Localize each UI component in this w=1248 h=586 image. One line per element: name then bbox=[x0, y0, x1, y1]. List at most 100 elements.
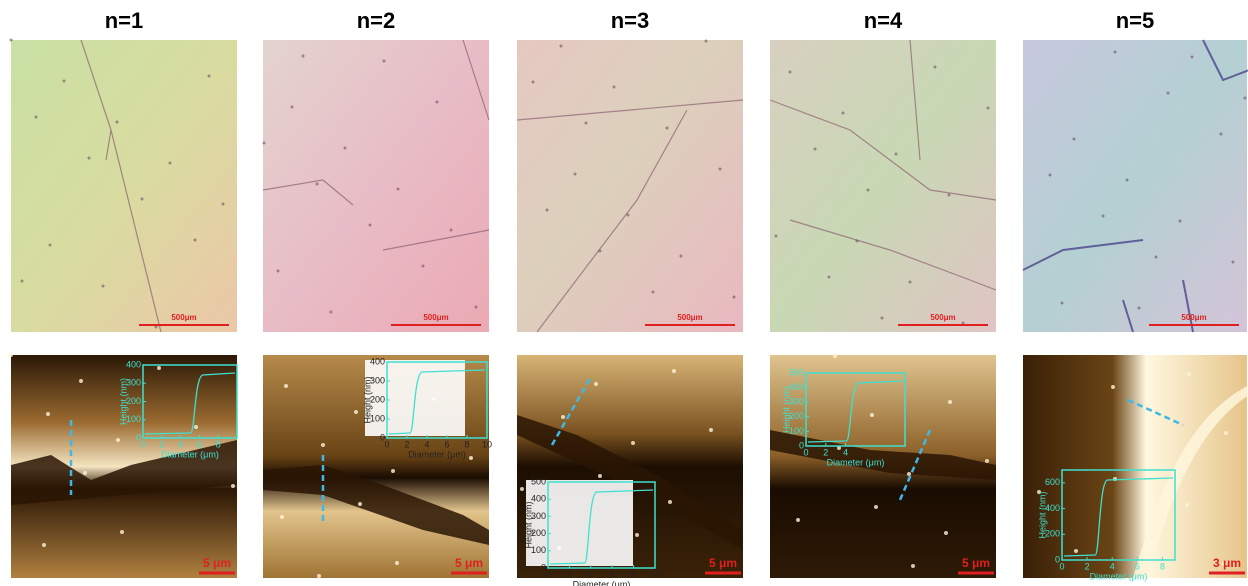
particle bbox=[120, 530, 124, 534]
optical-image: 500μm bbox=[10, 39, 238, 333]
optical-image: 500μm bbox=[517, 40, 743, 333]
particle bbox=[116, 438, 120, 442]
defect bbox=[1155, 256, 1158, 259]
y-tick-label: 400 bbox=[126, 359, 141, 369]
scale-bar-label: 500μm bbox=[677, 313, 702, 322]
defect bbox=[49, 244, 52, 247]
particle bbox=[1111, 385, 1115, 389]
defect bbox=[842, 112, 845, 115]
defect bbox=[10, 39, 13, 42]
scale-bar-label: 500μm bbox=[1181, 313, 1206, 322]
defect bbox=[291, 106, 294, 109]
afm-image: 5 μm02468100100200300400Diameter (μm)Hei… bbox=[263, 355, 492, 578]
defect bbox=[116, 121, 119, 124]
defect bbox=[948, 194, 951, 197]
particle bbox=[42, 543, 46, 547]
particle bbox=[985, 459, 989, 463]
defect bbox=[705, 40, 708, 43]
particle bbox=[9, 353, 13, 357]
defect bbox=[987, 107, 990, 110]
particle bbox=[561, 415, 565, 419]
defect bbox=[1102, 215, 1105, 218]
optical-image: 500μm bbox=[1023, 40, 1248, 332]
x-tick-label: 10 bbox=[482, 439, 492, 449]
panel-title: n=5 bbox=[1116, 8, 1155, 33]
x-tick-label: 0 bbox=[545, 569, 550, 579]
defect bbox=[1244, 97, 1247, 100]
defect bbox=[63, 80, 66, 83]
defect bbox=[560, 45, 563, 48]
defect bbox=[88, 157, 91, 160]
defect bbox=[680, 255, 683, 258]
afm-image: 5 μm0240100200300400500Diameter (μm)Heig… bbox=[770, 354, 996, 578]
defect bbox=[1138, 307, 1141, 310]
particle bbox=[672, 369, 676, 373]
scale-bar-label: 500μm bbox=[423, 313, 448, 322]
defect bbox=[856, 240, 859, 243]
defect bbox=[613, 86, 616, 89]
scale-bar-label: 500μm bbox=[930, 313, 955, 322]
y-axis-label: Height (nm) bbox=[362, 376, 372, 423]
defect bbox=[141, 198, 144, 201]
y-tick-label: 0 bbox=[541, 562, 546, 572]
scale-bar-label: 5 μm bbox=[455, 556, 483, 570]
particle bbox=[907, 472, 911, 476]
particle bbox=[594, 382, 598, 386]
defect bbox=[789, 71, 792, 74]
particle bbox=[46, 412, 50, 416]
particle bbox=[83, 471, 87, 475]
x-tick-label: 6 bbox=[444, 439, 449, 449]
x-tick-label: 6 bbox=[197, 439, 202, 449]
particle bbox=[1187, 372, 1191, 376]
particle bbox=[1224, 431, 1228, 435]
defect bbox=[814, 148, 817, 151]
particle bbox=[231, 484, 235, 488]
scale-bar-label: 3 μm bbox=[1213, 556, 1241, 570]
defect bbox=[775, 235, 778, 238]
defect bbox=[719, 168, 722, 171]
defect bbox=[934, 66, 937, 69]
optical-background bbox=[770, 40, 996, 332]
defect bbox=[35, 116, 38, 119]
x-tick-label: 0 bbox=[384, 439, 389, 449]
defect bbox=[1167, 92, 1170, 95]
y-axis-label: Height (nm) bbox=[523, 501, 533, 548]
particle bbox=[391, 469, 395, 473]
particle bbox=[194, 425, 198, 429]
x-tick-label: 0 bbox=[803, 447, 808, 457]
panel-title: n=2 bbox=[357, 8, 396, 33]
x-tick-label: 8 bbox=[1160, 561, 1165, 571]
afm-background bbox=[1023, 355, 1247, 578]
x-tick-label: 2 bbox=[567, 569, 572, 579]
optical-image: 500μm bbox=[770, 40, 996, 332]
panel-title: n=4 bbox=[864, 8, 903, 33]
scale-bar-label: 5 μm bbox=[203, 556, 231, 570]
particle bbox=[709, 428, 713, 432]
x-tick-label: 4 bbox=[178, 439, 183, 449]
particle bbox=[469, 456, 473, 460]
x-tick-label: 2 bbox=[823, 447, 828, 457]
particle bbox=[395, 561, 399, 565]
defect bbox=[383, 60, 386, 63]
x-axis-label: Diameter (μm) bbox=[161, 449, 219, 459]
defect bbox=[1126, 179, 1129, 182]
defect bbox=[666, 127, 669, 130]
x-tick-label: 8 bbox=[631, 569, 636, 579]
y-axis-label: Height (nm) bbox=[781, 386, 791, 433]
defect bbox=[277, 270, 280, 273]
optical-background bbox=[517, 40, 743, 332]
x-tick-label: 8 bbox=[216, 439, 221, 449]
defect bbox=[330, 311, 333, 314]
x-tick-label: 4 bbox=[588, 569, 593, 579]
defect bbox=[194, 239, 197, 242]
optical-background bbox=[263, 40, 489, 332]
y-tick-label: 0 bbox=[380, 432, 385, 442]
panel-title: n=3 bbox=[611, 8, 650, 33]
defect bbox=[546, 209, 549, 212]
y-tick-label: 0 bbox=[1055, 554, 1060, 564]
defect bbox=[316, 183, 319, 186]
afm-image: 5 μm02468100100200300400500Diameter (μm)… bbox=[517, 355, 743, 586]
defect bbox=[867, 189, 870, 192]
defect bbox=[585, 122, 588, 125]
